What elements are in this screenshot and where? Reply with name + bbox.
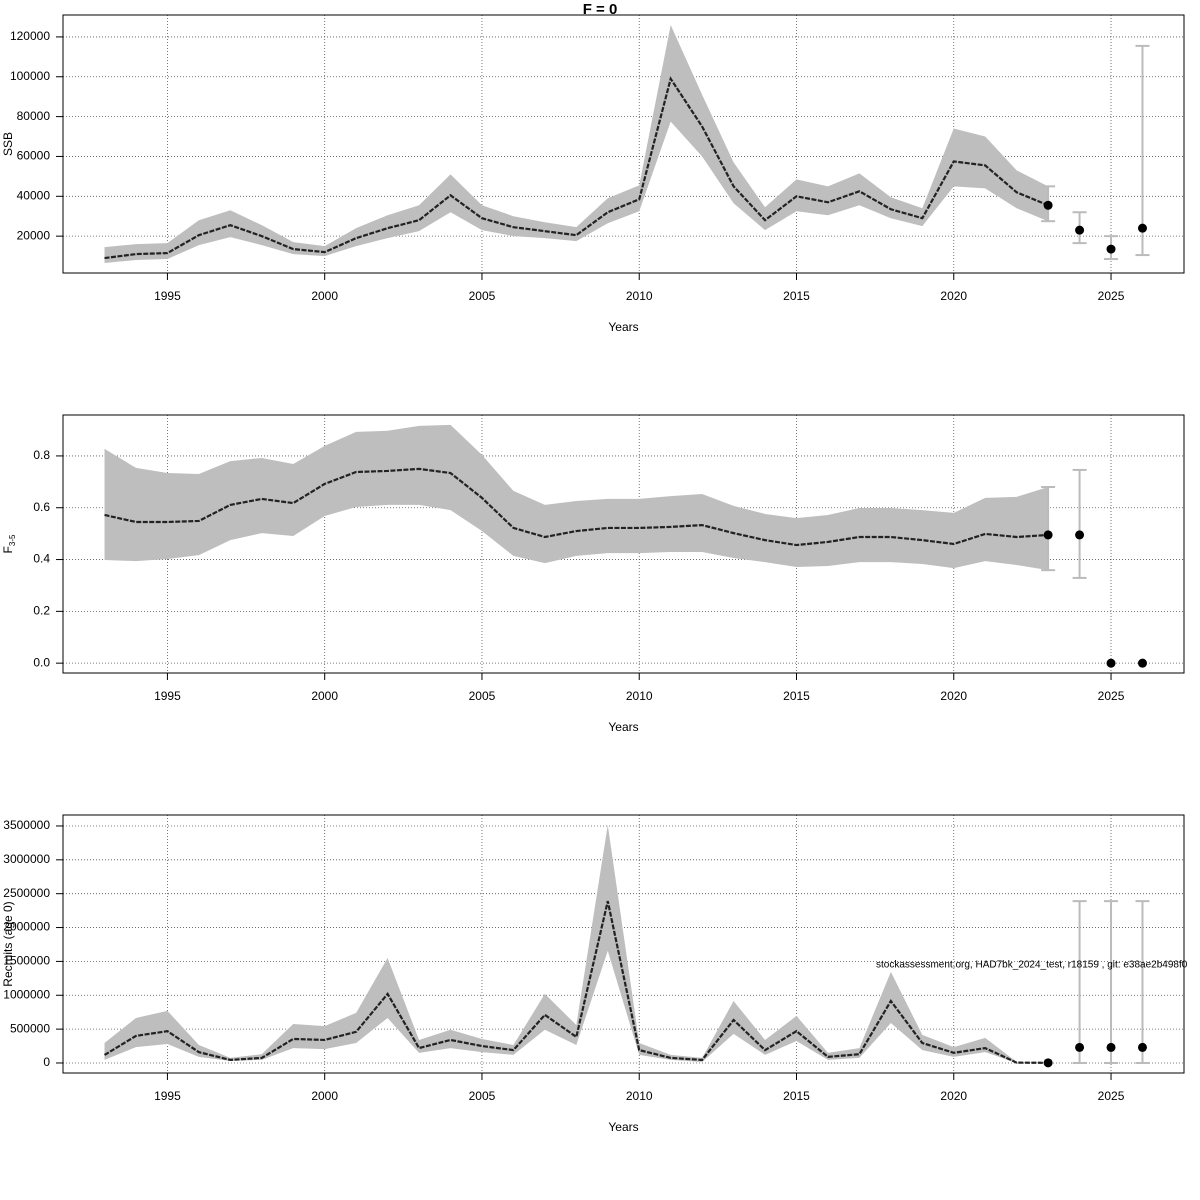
annotation: stockassessment.org, HAD7bk_2024_test, r… [876,960,1188,971]
forecast-point [1043,200,1053,210]
x-tick-label: 2005 [469,289,496,303]
x-tick-label: 2010 [626,1089,653,1103]
forecast-point [1075,225,1085,235]
x-tick-label: 1995 [154,289,181,303]
y-axis-title-main: SSB [1,132,15,156]
chart-title: F = 0 [583,1,618,18]
y-axis-title: F3-5 [1,534,17,553]
error-bar [1135,44,1150,257]
x-tick-label: 2010 [626,689,653,703]
plot-frame [62,414,1185,674]
forecast-point [1137,658,1147,668]
y-tick-label: 100000 [10,69,50,83]
y-tick-label: 3000000 [3,852,50,866]
error-bar [1072,900,1087,1064]
estimate-line [104,467,1049,547]
x-tick-label: 2020 [940,689,967,703]
estimate-line [103,900,1049,1064]
y-tick-label: 0.8 [33,448,50,462]
y-tick-label: 0.2 [33,604,50,618]
y-axis-title-main: F [1,546,15,553]
y-tick-label: 2000000 [3,920,50,934]
confidence-band [104,424,1049,571]
y-tick-label: 0.4 [33,552,50,566]
plot-frame [62,14,1185,274]
forecast-point [1137,223,1147,233]
plot-frame [62,814,1185,1074]
x-tick-label: 2010 [626,289,653,303]
y-tick-label: 2500000 [3,886,50,900]
forecast-point [1043,1058,1053,1068]
forecast-point [1106,1042,1116,1052]
y-tick-label: 1000000 [3,987,50,1001]
y-tick-label: 80000 [17,109,51,123]
y-tick-label: 20000 [17,228,51,242]
x-tick-label: 2000 [311,289,338,303]
y-axis-title-main: Recruits (age 0) [1,901,15,986]
x-tick-label: 2015 [783,289,810,303]
forecast-point [1106,658,1116,668]
y-axis-title: SSB [1,132,15,156]
error-bar [1041,486,1056,572]
y-axis-title: Recruits (age 0) [1,901,15,986]
error-bar [1104,900,1119,1064]
x-tick-label: 2020 [940,289,967,303]
x-tick-label: 2015 [783,689,810,703]
forecast-point [1043,530,1053,540]
estimate-line [104,76,1049,260]
x-tick-label: 2020 [940,1089,967,1103]
confidence-band [104,24,1049,264]
confidence-band [104,824,1049,1063]
x-tick-label: 2005 [469,689,496,703]
y-tick-label: 0.0 [33,655,50,669]
x-tick-label: 2025 [1098,689,1125,703]
y-tick-label: 3500000 [3,818,50,832]
x-tick-label: 1995 [154,1089,181,1103]
y-tick-label: 120000 [10,29,50,43]
y-tick-label: 0.6 [33,500,50,514]
x-tick-label: 2025 [1098,289,1125,303]
y-tick-label: 40000 [17,188,51,202]
forecast-point [1137,1042,1147,1052]
x-tick-label: 2025 [1098,1089,1125,1103]
error-bar [1072,468,1087,579]
x-tick-label: 1995 [154,689,181,703]
x-axis-title: Years [608,320,638,334]
forecast-point [1106,244,1116,254]
y-tick-label: 0 [43,1055,50,1069]
x-axis-title: Years [608,1120,638,1134]
x-tick-label: 2015 [783,1089,810,1103]
x-tick-label: 2000 [311,689,338,703]
forecast-point [1075,530,1085,540]
x-axis-title: Years [608,720,638,734]
y-tick-label: 60000 [17,149,51,163]
x-tick-label: 2000 [311,1089,338,1103]
forecast-point [1075,1042,1085,1052]
x-tick-label: 2005 [469,1089,496,1103]
error-bar [1135,900,1150,1064]
y-tick-label: 500000 [10,1021,50,1035]
y-tick-label: 1500000 [3,954,50,968]
y-axis-title-subscript: 3-5 [8,534,17,546]
